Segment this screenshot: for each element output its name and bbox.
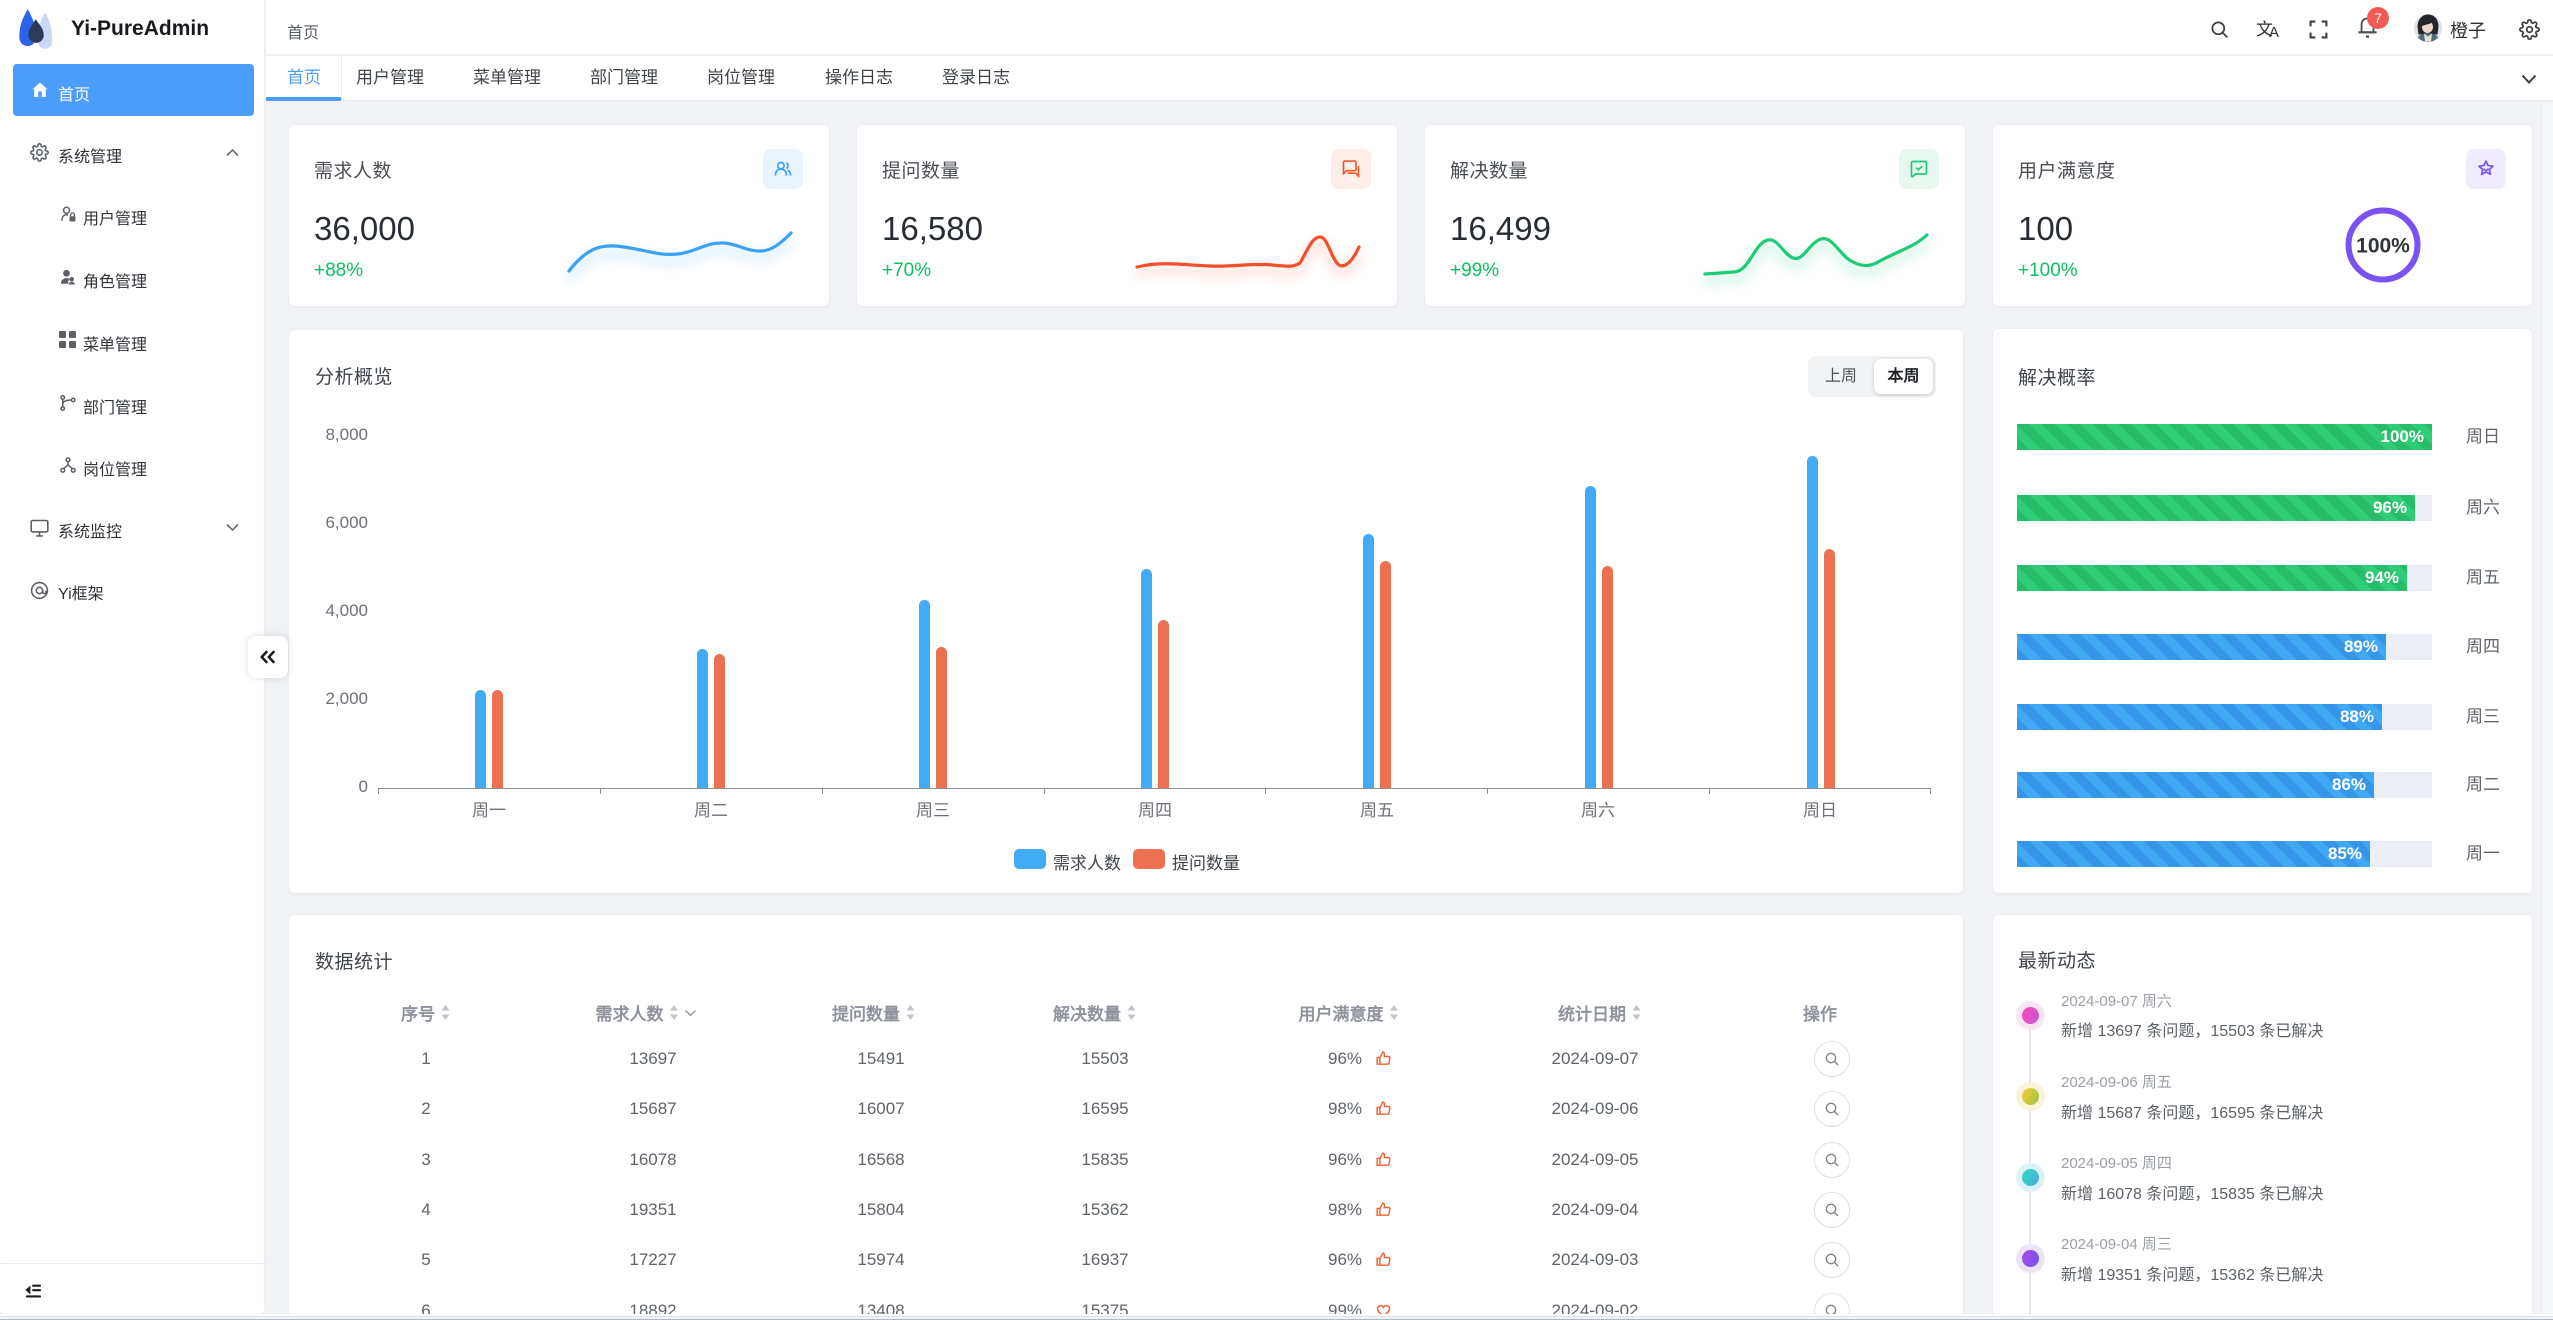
svg-text:100%: 100% bbox=[2356, 235, 2410, 258]
